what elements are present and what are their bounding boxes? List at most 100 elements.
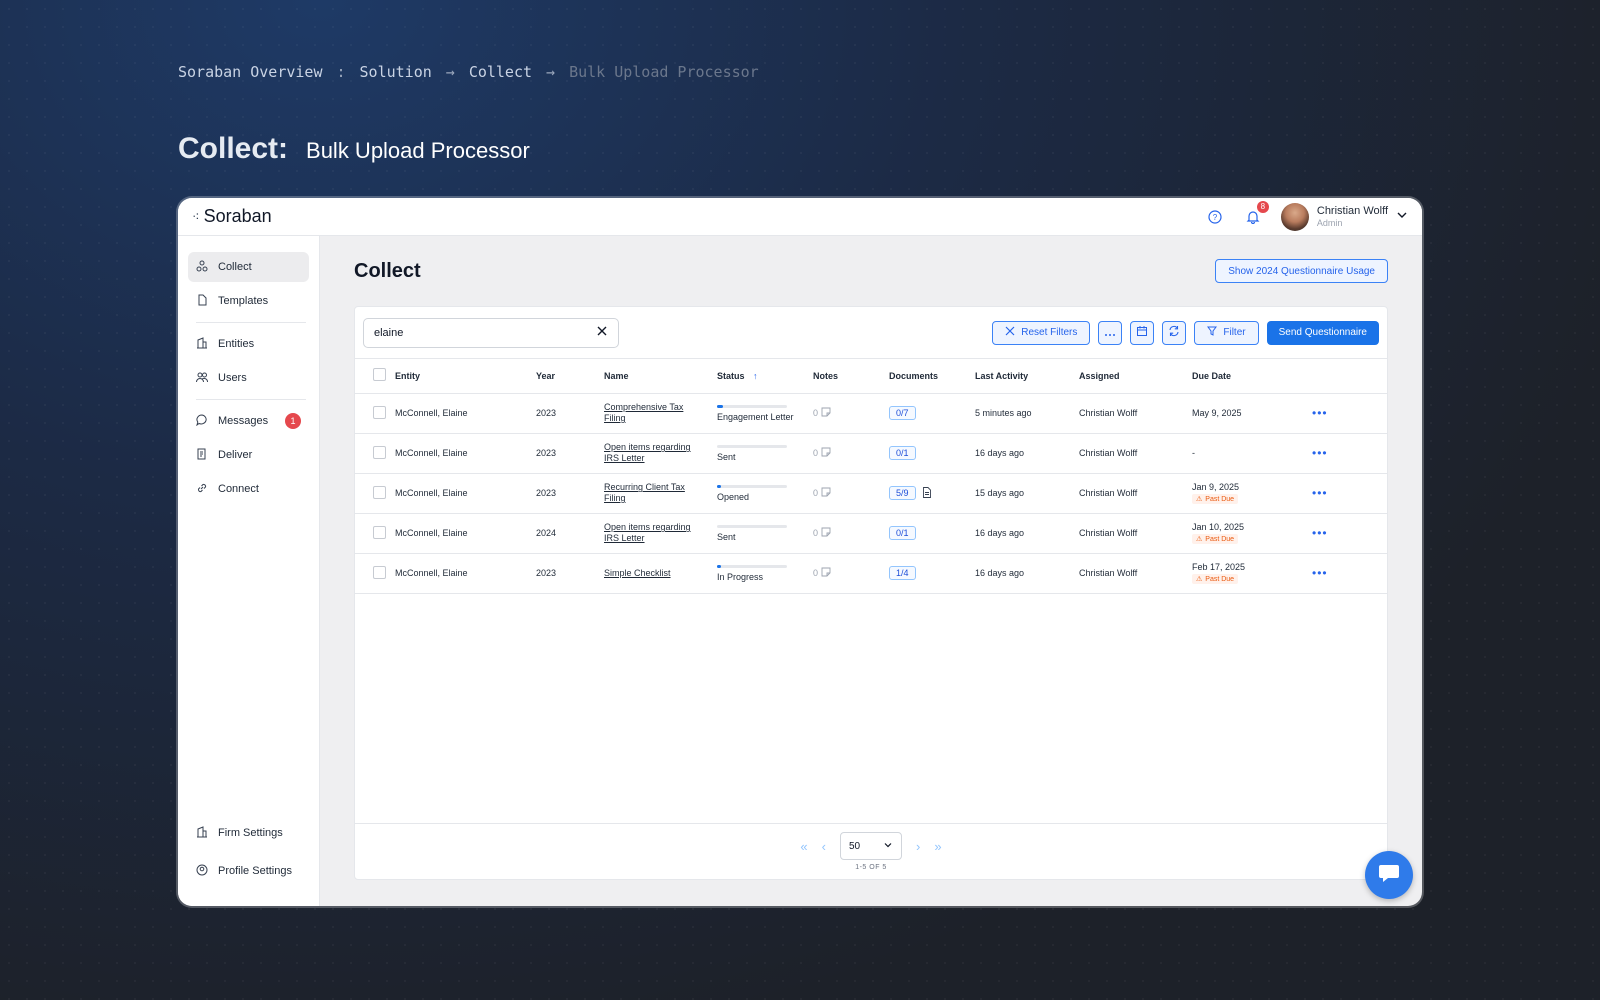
notes-cell[interactable]: 0 [813,487,889,499]
notes-cell[interactable]: 0 [813,407,889,419]
select-all-checkbox[interactable] [373,368,386,382]
column-header-assigned[interactable]: Assigned [1079,359,1192,394]
status-text: Sent [717,531,736,542]
table-row[interactable]: McConnell, Elaine 2024 Open items regard… [355,513,1387,554]
filter-button[interactable]: Filter [1194,320,1259,345]
breadcrumb-item[interactable]: Collect [468,63,533,81]
notes-cell[interactable]: 0 [813,527,889,539]
more-options-button[interactable] [1098,320,1123,345]
questionnaire-link[interactable]: Open items regarding IRS Letter [604,442,691,463]
breadcrumb-item[interactable]: Solution [359,63,432,81]
column-header-documents[interactable]: Documents [889,359,975,394]
notification-badge: 8 [1256,200,1269,213]
status-progress-fill [717,404,723,408]
documents-count-pill[interactable]: 0/1 [889,446,916,460]
row-checkbox[interactable] [373,405,386,419]
row-checkbox[interactable] [373,565,386,579]
status-progress-bar [717,444,787,448]
chat-support-button[interactable] [1365,851,1413,899]
documents-count-pill[interactable]: 0/1 [889,526,916,540]
questionnaire-link[interactable]: Simple Checklist [604,567,671,578]
cell-entity: McConnell, Elaine [395,433,536,474]
breadcrumb-item[interactable]: Soraban Overview [178,63,323,81]
calendar-button[interactable] [1130,320,1155,345]
sidebar-divider [196,322,306,323]
column-header-name[interactable]: Name [604,359,717,394]
page-size-select[interactable]: 50 [840,832,902,860]
sidebar-item-templates[interactable]: Templates [188,286,309,316]
sidebar-item-connect[interactable]: Connect [188,474,309,504]
prev-page-icon[interactable]: ‹ [821,838,826,854]
questionnaire-link[interactable]: Recurring Client Tax Filing [604,482,685,503]
sidebar-item-label: Messages [218,415,269,427]
user-name: Christian Wolff [1316,204,1388,217]
last-page-icon[interactable]: » [934,838,942,854]
chevron-down-icon [883,840,893,853]
notes-count: 0 [813,488,819,498]
user-menu[interactable]: Christian Wolff Admin [1280,202,1408,231]
table-row[interactable]: McConnell, Elaine 2023 Open items regard… [355,433,1387,474]
refresh-icon [1168,324,1180,342]
search-input[interactable]: elaine [363,317,619,348]
close-icon [1005,326,1015,339]
sidebar-item-entities[interactable]: Entities [188,329,309,359]
past-due-badge: ⚠ Past Due [1192,494,1239,504]
row-checkbox[interactable] [373,445,386,459]
headline-strong: Collect: [178,132,289,165]
collect-table-card: elaine Reset Filters [354,306,1388,880]
sidebar-item-profile-settings[interactable]: Profile Settings [188,856,309,886]
column-header-entity[interactable]: Entity [395,359,536,394]
refresh-button[interactable] [1162,320,1187,345]
row-checkbox[interactable] [373,525,386,539]
send-questionnaire-button[interactable]: Send Questionnaire [1266,320,1379,345]
row-checkbox[interactable] [373,485,386,499]
notes-cell[interactable]: 0 [813,447,889,459]
row-actions-button[interactable]: ••• [1312,446,1328,460]
help-icon[interactable]: ? [1205,207,1225,227]
table-row[interactable]: McConnell, Elaine 2023 Comprehensive Tax… [355,393,1387,434]
document-icon[interactable] [922,486,932,500]
documents-count-pill[interactable]: 0/7 [889,406,916,420]
note-icon [821,527,831,539]
sidebar-item-label: Profile Settings [218,865,292,877]
sidebar-item-label: Firm Settings [218,827,283,839]
bell-icon[interactable]: 8 [1243,200,1269,227]
show-usage-button[interactable]: Show 2024 Questionnaire Usage [1215,259,1388,283]
column-header-notes[interactable]: Notes [813,359,889,394]
logo-icon: ⁖ [192,208,200,224]
breadcrumb-current: Bulk Upload Processor [569,63,759,81]
column-header-due-date[interactable]: Due Date [1192,359,1312,394]
cell-entity: McConnell, Elaine [395,473,536,514]
sidebar-item-firm-settings[interactable]: Firm Settings [188,818,309,848]
questionnaire-link[interactable]: Comprehensive Tax Filing [604,402,684,423]
sidebar-item-deliver[interactable]: Deliver [188,440,309,470]
row-actions-button[interactable]: ••• [1312,406,1328,420]
reset-filters-button[interactable]: Reset Filters [992,320,1091,345]
table-row[interactable]: McConnell, Elaine 2023 Simple Checklist … [355,553,1387,594]
calendar-icon [1136,324,1148,342]
column-header-last-activity[interactable]: Last Activity [975,359,1079,394]
sidebar-item-messages[interactable]: Messages 1 [188,406,309,436]
due-date: Jan 10, 2025 [1192,522,1245,532]
status-text: Engagement Letter [717,411,794,422]
cell-entity: McConnell, Elaine [395,553,536,594]
row-actions-button[interactable]: ••• [1312,566,1328,580]
next-page-icon[interactable]: › [916,838,921,854]
documents-count-pill[interactable]: 1/4 [889,566,916,580]
cell-year: 2023 [536,473,604,514]
notes-cell[interactable]: 0 [813,567,889,579]
questionnaire-link[interactable]: Open items regarding IRS Letter [604,522,691,543]
note-icon [821,487,831,499]
row-actions-button[interactable]: ••• [1312,486,1328,500]
app-topbar: ⁖ Soraban ? 8 Christian Wolff Admin [178,198,1422,236]
column-header-year[interactable]: Year [536,359,604,394]
table-row[interactable]: McConnell, Elaine 2023 Recurring Client … [355,473,1387,514]
close-icon[interactable] [596,325,608,340]
sidebar-item-users[interactable]: Users [188,363,309,393]
brand-logo[interactable]: ⁖ Soraban [192,206,272,227]
row-actions-button[interactable]: ••• [1312,526,1328,540]
sidebar-item-collect[interactable]: Collect [188,252,309,282]
first-page-icon[interactable]: « [800,838,808,854]
column-header-status[interactable]: Status ↑ [717,359,813,394]
documents-count-pill[interactable]: 5/9 [889,486,916,500]
